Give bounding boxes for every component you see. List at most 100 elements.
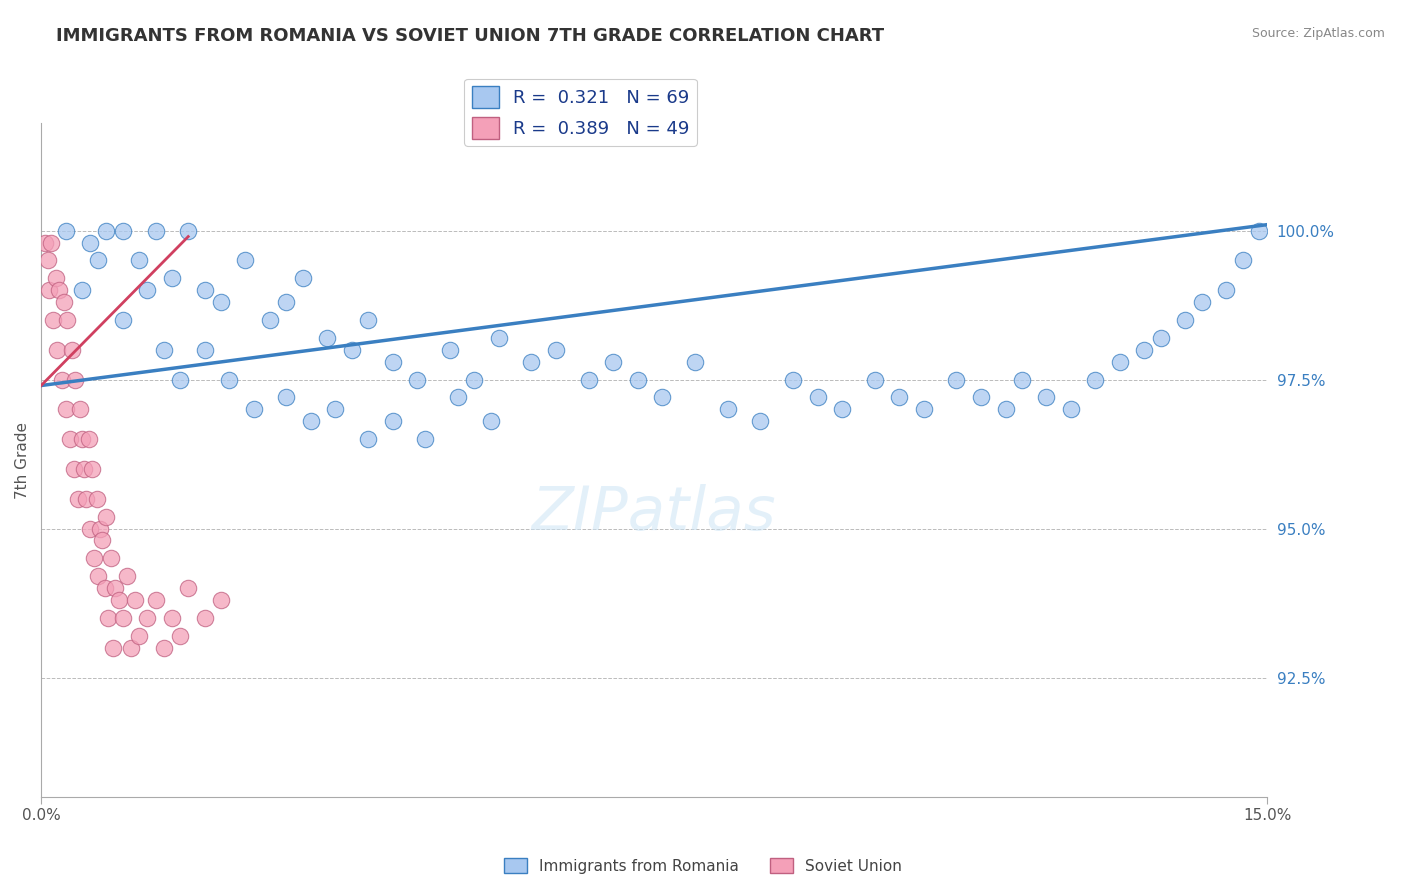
Point xyxy=(1109,354,1132,368)
Point xyxy=(115,569,138,583)
Point xyxy=(94,581,117,595)
Point xyxy=(325,402,347,417)
Point xyxy=(1150,331,1173,345)
Point xyxy=(1011,373,1033,387)
Point xyxy=(107,593,129,607)
Point xyxy=(994,402,1017,417)
Point xyxy=(65,373,87,387)
Point xyxy=(299,414,322,428)
Point xyxy=(66,491,89,506)
Point xyxy=(1060,402,1083,417)
Point xyxy=(72,462,94,476)
Point xyxy=(209,593,232,607)
Point xyxy=(218,373,240,387)
Point xyxy=(152,343,174,357)
Point xyxy=(970,391,993,405)
Point xyxy=(87,253,110,268)
Point xyxy=(463,373,485,387)
Point xyxy=(89,522,111,536)
Point xyxy=(717,402,740,417)
Point xyxy=(381,354,404,368)
Point xyxy=(1174,313,1197,327)
Point xyxy=(128,253,150,268)
Point xyxy=(479,414,502,428)
Point xyxy=(160,271,183,285)
Point xyxy=(48,283,70,297)
Point xyxy=(544,343,567,357)
Point xyxy=(39,235,62,250)
Point xyxy=(59,432,82,446)
Point xyxy=(120,640,142,655)
Text: IMMIGRANTS FROM ROMANIA VS SOVIET UNION 7TH GRADE CORRELATION CHART: IMMIGRANTS FROM ROMANIA VS SOVIET UNION … xyxy=(56,27,884,45)
Point xyxy=(602,354,624,368)
Point xyxy=(70,432,93,446)
Point xyxy=(80,462,103,476)
Point xyxy=(259,313,281,327)
Point xyxy=(806,391,828,405)
Point xyxy=(111,224,134,238)
Point xyxy=(55,402,77,417)
Point xyxy=(413,432,436,446)
Point xyxy=(69,402,91,417)
Text: Source: ZipAtlas.com: Source: ZipAtlas.com xyxy=(1251,27,1385,40)
Point xyxy=(53,295,76,310)
Point xyxy=(340,343,363,357)
Point xyxy=(863,373,886,387)
Point xyxy=(136,611,159,625)
Point xyxy=(51,373,73,387)
Point xyxy=(291,271,314,285)
Point xyxy=(104,581,127,595)
Point xyxy=(193,611,215,625)
Point xyxy=(651,391,673,405)
Point xyxy=(42,313,65,327)
Point xyxy=(235,253,257,268)
Point xyxy=(1247,224,1270,238)
Point xyxy=(627,373,650,387)
Legend: Immigrants from Romania, Soviet Union: Immigrants from Romania, Soviet Union xyxy=(498,852,908,880)
Point xyxy=(169,373,191,387)
Point xyxy=(79,235,101,250)
Point xyxy=(683,354,706,368)
Point xyxy=(62,462,84,476)
Point xyxy=(488,331,510,345)
Point xyxy=(128,629,150,643)
Point xyxy=(83,551,105,566)
Point xyxy=(86,491,108,506)
Point xyxy=(145,593,167,607)
Point xyxy=(169,629,191,643)
Point xyxy=(578,373,600,387)
Point xyxy=(209,295,232,310)
Point xyxy=(111,611,134,625)
Point xyxy=(242,402,264,417)
Point xyxy=(37,253,59,268)
Point xyxy=(34,235,56,250)
Y-axis label: 7th Grade: 7th Grade xyxy=(15,422,30,499)
Legend: R =  0.321   N = 69, R =  0.389   N = 49: R = 0.321 N = 69, R = 0.389 N = 49 xyxy=(464,78,697,146)
Point xyxy=(38,283,60,297)
Point xyxy=(1215,283,1237,297)
Point xyxy=(160,611,183,625)
Point xyxy=(1084,373,1107,387)
Point xyxy=(357,432,380,446)
Point xyxy=(45,271,67,285)
Point xyxy=(56,313,79,327)
Point xyxy=(1133,343,1156,357)
Point xyxy=(124,593,146,607)
Point xyxy=(276,295,298,310)
Point xyxy=(889,391,911,405)
Point xyxy=(447,391,470,405)
Point xyxy=(316,331,339,345)
Point xyxy=(749,414,772,428)
Point xyxy=(406,373,429,387)
Point xyxy=(136,283,159,297)
Point xyxy=(60,343,83,357)
Point xyxy=(381,414,404,428)
Point xyxy=(91,533,114,548)
Point xyxy=(357,313,380,327)
Point xyxy=(77,432,100,446)
Point xyxy=(1191,295,1213,310)
Point xyxy=(1232,253,1254,268)
Point xyxy=(1035,391,1057,405)
Text: ZIPatlas: ZIPatlas xyxy=(531,484,776,543)
Point xyxy=(96,509,118,524)
